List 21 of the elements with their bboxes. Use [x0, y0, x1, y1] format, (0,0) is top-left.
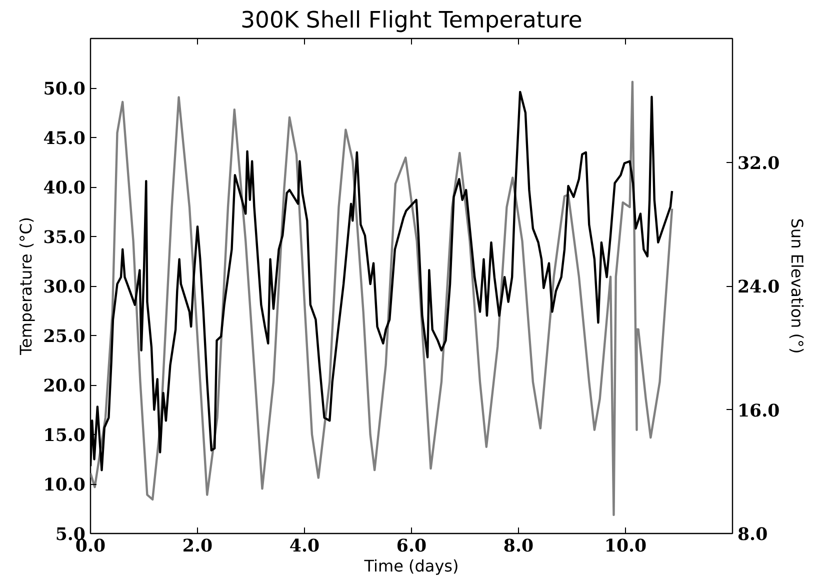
y-tick-label: 35.0 — [43, 228, 86, 248]
y2-tick-label: 24.0 — [738, 278, 780, 298]
y-tick-label: 30.0 — [43, 278, 86, 298]
x-tick-label: 6.0 — [396, 536, 427, 556]
chart-title: 300K Shell Flight Temperature — [240, 8, 582, 34]
y-tick-label: 10.0 — [43, 476, 86, 496]
y-tick-label: 20.0 — [43, 376, 86, 396]
y2-tick-label: 32.0 — [738, 154, 780, 174]
y-tick-label: 15.0 — [43, 426, 86, 446]
y-tick-label: 50.0 — [43, 80, 86, 100]
y-tick-label: 45.0 — [43, 129, 86, 149]
x-tick-label: 4.0 — [289, 536, 320, 556]
y2-axis-title: Sun Elevation (°) — [788, 218, 807, 354]
x-tick-label: 8.0 — [503, 536, 534, 556]
y-tick-label: 40.0 — [43, 178, 86, 198]
x-tick-label: 2.0 — [182, 536, 213, 556]
x-axis-title: Time (days) — [363, 556, 459, 576]
y2-tick-label: 16.0 — [738, 401, 780, 422]
y-tick-label: 25.0 — [43, 327, 86, 347]
x-tick-label: 10.0 — [604, 536, 647, 556]
y-axis-title: Temperature (°C) — [16, 216, 36, 356]
